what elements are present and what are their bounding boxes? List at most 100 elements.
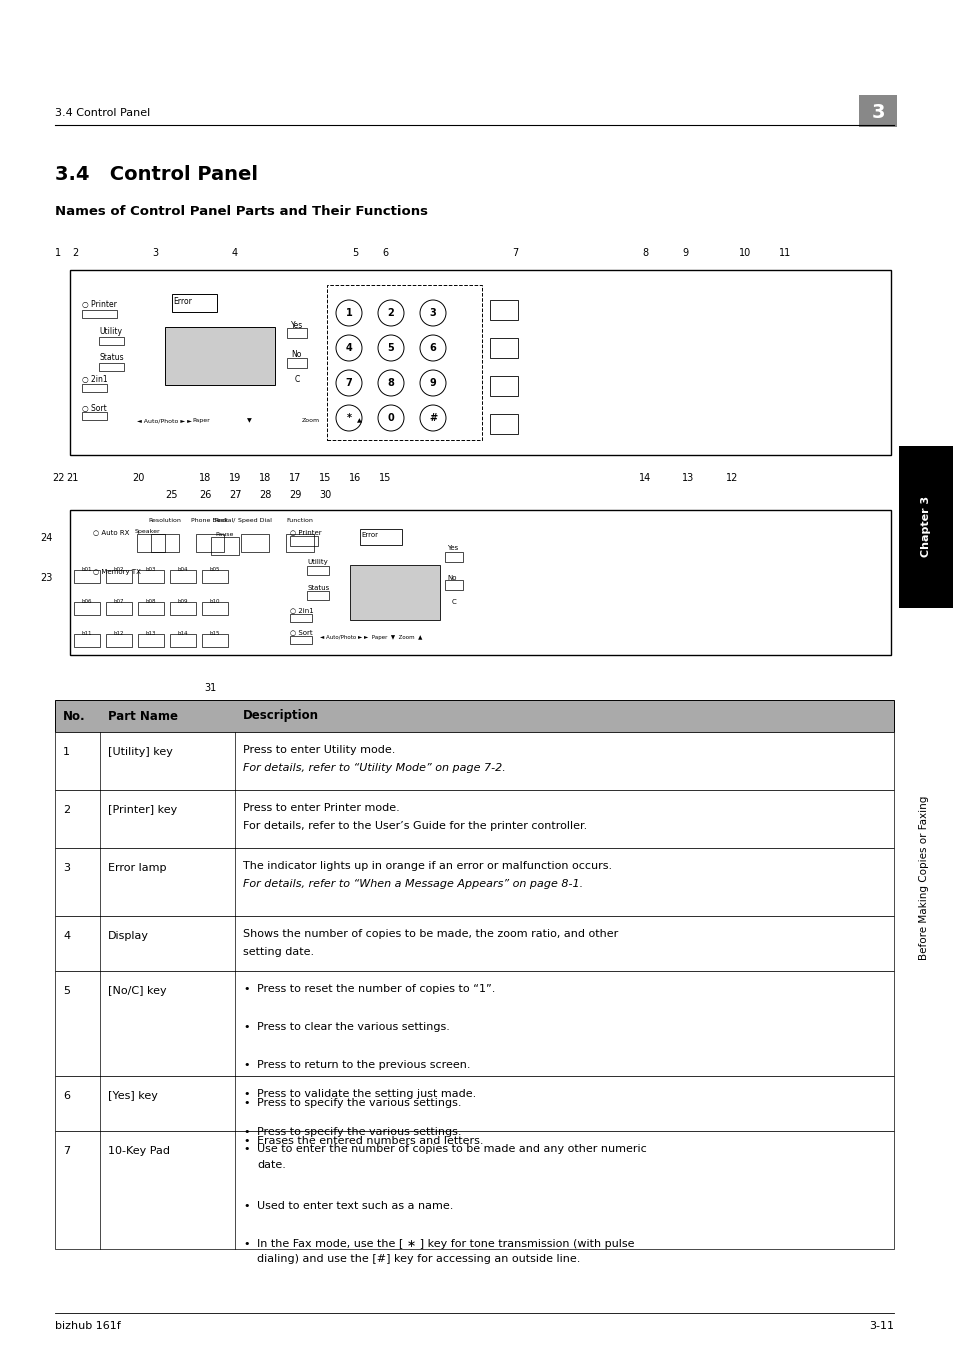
Bar: [138, 634, 164, 647]
Text: 9: 9: [429, 378, 436, 388]
Bar: [55, 1075, 893, 1131]
Text: setting date.: setting date.: [243, 947, 314, 957]
Bar: [172, 295, 216, 312]
Text: 0: 0: [387, 413, 394, 423]
Text: ○ Auto RX: ○ Auto RX: [92, 530, 130, 535]
Text: 3.4   Control Panel: 3.4 Control Panel: [55, 165, 257, 184]
Text: b11: b11: [82, 631, 92, 636]
Text: ◄ Auto/Photo ► ►  Paper  ▼  Zoom  ▲: ◄ Auto/Photo ► ► Paper ▼ Zoom ▲: [319, 635, 422, 639]
Bar: [151, 534, 179, 553]
Bar: [327, 285, 481, 440]
Text: 2: 2: [387, 308, 394, 317]
Bar: [286, 534, 314, 553]
Text: For details, refer to the User’s Guide for the printer controller.: For details, refer to the User’s Guide f…: [243, 821, 587, 831]
Bar: [290, 613, 312, 621]
Text: Status: Status: [99, 354, 124, 362]
Text: •: •: [243, 1061, 250, 1070]
Text: b08: b08: [146, 598, 156, 604]
Text: Used to enter text such as a name.: Used to enter text such as a name.: [256, 1201, 453, 1210]
Text: b04: b04: [177, 567, 188, 571]
Text: Utility: Utility: [99, 327, 122, 336]
Bar: [74, 603, 100, 615]
Text: For details, refer to “Utility Mode” on page 7-2.: For details, refer to “Utility Mode” on …: [243, 763, 505, 773]
Text: 5: 5: [352, 249, 357, 258]
Text: 7: 7: [512, 249, 517, 258]
Bar: [490, 376, 517, 396]
Bar: [170, 603, 195, 615]
Text: b06: b06: [82, 598, 92, 604]
Text: 7: 7: [345, 378, 352, 388]
Bar: [444, 580, 462, 590]
Bar: [55, 790, 893, 848]
Text: 5: 5: [63, 986, 70, 996]
Text: 28: 28: [258, 490, 271, 500]
Text: Chapter 3: Chapter 3: [921, 496, 930, 558]
Bar: [99, 336, 124, 345]
Text: Error: Error: [360, 532, 377, 538]
Text: 6: 6: [381, 249, 388, 258]
Text: For details, refer to “When a Message Appears” on page 8-1.: For details, refer to “When a Message Ap…: [243, 880, 582, 889]
Text: 3-11: 3-11: [868, 1321, 893, 1331]
Text: Press to return to the previous screen.: Press to return to the previous screen.: [256, 1061, 470, 1070]
Text: Yes: Yes: [291, 320, 303, 330]
Text: 1: 1: [55, 249, 61, 258]
Text: Speaker: Speaker: [134, 530, 160, 535]
Text: [Printer] key: [Printer] key: [108, 805, 177, 815]
Text: Before Making Copies or Faxing: Before Making Copies or Faxing: [919, 796, 928, 961]
Bar: [858, 95, 896, 127]
Bar: [350, 565, 439, 620]
Text: 15: 15: [318, 473, 331, 484]
Text: 3: 3: [870, 104, 883, 123]
Text: In the Fax mode, use the [ ∗ ] key for tone transmission (with pulse: In the Fax mode, use the [ ∗ ] key for t…: [256, 1239, 634, 1250]
Text: The indicator lights up in orange if an error or malfunction occurs.: The indicator lights up in orange if an …: [243, 861, 612, 871]
Text: b12: b12: [113, 631, 124, 636]
Text: 18: 18: [258, 473, 271, 484]
Text: Shows the number of copies to be made, the zoom ratio, and other: Shows the number of copies to be made, t…: [243, 929, 618, 939]
Text: ○ Printer: ○ Printer: [290, 530, 321, 535]
Text: Press to specify the various settings.: Press to specify the various settings.: [256, 1098, 461, 1108]
Text: 23: 23: [41, 573, 53, 584]
Bar: [287, 328, 307, 338]
Text: 5: 5: [387, 343, 394, 353]
Text: Names of Control Panel Parts and Their Functions: Names of Control Panel Parts and Their F…: [55, 205, 428, 218]
Text: 4: 4: [345, 343, 352, 353]
Text: Press to specify the various settings.: Press to specify the various settings.: [256, 1127, 461, 1138]
Text: •: •: [243, 1136, 250, 1146]
Text: 27: 27: [229, 490, 241, 500]
Text: Description: Description: [243, 709, 318, 723]
Bar: [490, 338, 517, 358]
Text: Press to validate the setting just made.: Press to validate the setting just made.: [256, 1089, 476, 1098]
Text: b10: b10: [210, 598, 220, 604]
Text: 6: 6: [63, 1092, 70, 1101]
Text: 2: 2: [63, 805, 71, 815]
Text: ▲: ▲: [356, 419, 361, 423]
Bar: [82, 384, 107, 392]
Bar: [287, 358, 307, 367]
Bar: [55, 971, 893, 1075]
Bar: [138, 570, 164, 584]
Text: Part Name: Part Name: [108, 709, 178, 723]
Text: [Yes] key: [Yes] key: [108, 1092, 157, 1101]
Text: Status: Status: [307, 585, 329, 590]
Text: 31: 31: [204, 684, 216, 693]
Text: •: •: [243, 1201, 250, 1210]
Text: b03: b03: [146, 567, 156, 571]
Bar: [106, 570, 132, 584]
Bar: [170, 570, 195, 584]
Text: Erases the entered numbers and letters.: Erases the entered numbers and letters.: [256, 1136, 483, 1146]
Text: Press to clear the various settings.: Press to clear the various settings.: [256, 1021, 450, 1032]
Bar: [137, 534, 165, 553]
Text: ○ Sort: ○ Sort: [82, 404, 107, 412]
Text: Error: Error: [172, 297, 192, 307]
Text: •: •: [243, 1144, 250, 1154]
Bar: [307, 590, 329, 600]
Bar: [195, 534, 224, 553]
Text: 16: 16: [349, 473, 361, 484]
Text: ◄ Auto/Photo ► ►: ◄ Auto/Photo ► ►: [137, 419, 192, 423]
Text: ○ Printer: ○ Printer: [82, 300, 117, 309]
Bar: [55, 916, 893, 971]
Bar: [444, 553, 462, 562]
Text: •: •: [243, 1127, 250, 1138]
Text: 1: 1: [63, 747, 70, 757]
Bar: [55, 732, 893, 790]
